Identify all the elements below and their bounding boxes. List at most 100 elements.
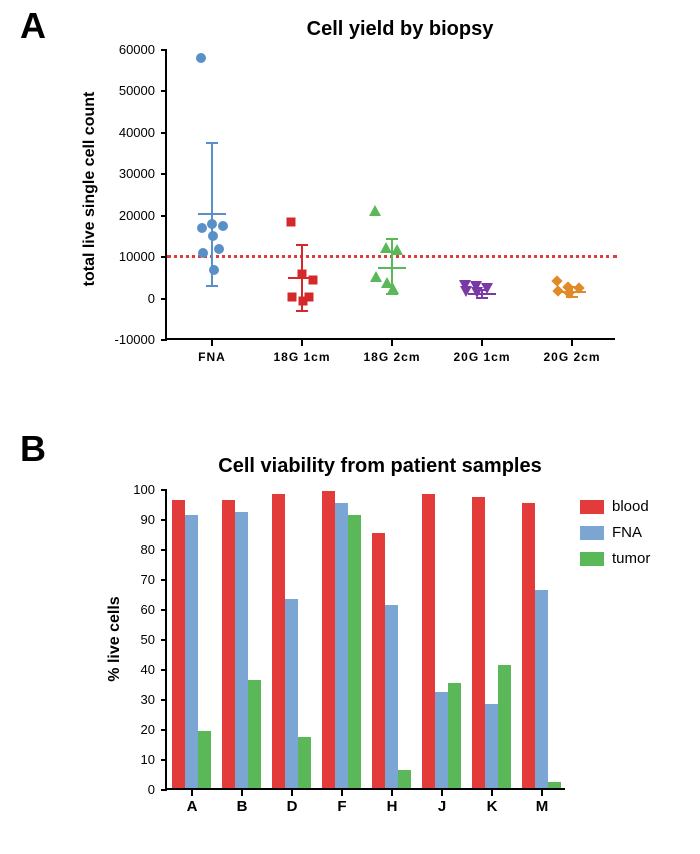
chart-b-bar <box>498 665 511 788</box>
chart-b-ytick-label: 40 <box>115 662 155 677</box>
chart-a-data-point <box>218 221 228 231</box>
chart-b-bar <box>222 500 235 788</box>
chart-b-ytick-label: 100 <box>115 482 155 497</box>
chart-a-xtick-label: 20G 2cm <box>532 350 612 364</box>
chart-a-ytick <box>161 298 167 300</box>
chart-b-xtick-label: F <box>327 798 357 815</box>
chart-b-bar <box>235 512 248 788</box>
legend-label: blood <box>612 498 649 515</box>
chart-b-ytick <box>161 759 167 761</box>
chart-a-xtick <box>571 340 573 346</box>
chart-a-mean-line <box>378 267 406 269</box>
chart-b-xtick <box>391 790 393 796</box>
chart-a-xtick-label: 18G 2cm <box>352 350 432 364</box>
chart-a-mean-line <box>198 213 226 215</box>
chart-a-xtick-label: 20G 1cm <box>442 350 522 364</box>
chart-b-bar <box>248 680 261 788</box>
chart-a-errorbar-cap <box>386 238 398 240</box>
chart-a-title: Cell yield by biopsy <box>250 18 550 41</box>
chart-a-data-point <box>208 231 218 241</box>
chart-a-data-point <box>198 248 208 258</box>
legend-swatch <box>580 526 604 540</box>
chart-b-bar <box>322 491 335 788</box>
chart-a-data-point <box>579 288 587 296</box>
chart-a-data-point <box>305 292 314 301</box>
chart-b-ytick-label: 10 <box>115 752 155 767</box>
chart-a-ytick <box>161 215 167 217</box>
chart-a-ytick <box>161 173 167 175</box>
chart-b-bar <box>422 494 435 788</box>
chart-b-xtick <box>441 790 443 796</box>
chart-a-data-point <box>207 219 217 229</box>
chart-a-ytick-label: 60000 <box>95 42 155 57</box>
chart-b-ytick-label: 30 <box>115 692 155 707</box>
chart-a-ytick-label: 0 <box>95 291 155 306</box>
chart-b-ytick <box>161 789 167 791</box>
chart-b-ytick-label: 90 <box>115 512 155 527</box>
chart-a-xtick-label: 18G 1cm <box>262 350 342 364</box>
chart-b-xtick-label: B <box>227 798 257 815</box>
chart-b-bar <box>372 533 385 788</box>
chart-a-xtick <box>391 340 393 346</box>
chart-b-bar <box>385 605 398 788</box>
chart-b-bar <box>272 494 285 788</box>
chart-b-xtick-label: H <box>377 798 407 815</box>
chart-b-bar <box>298 737 311 788</box>
chart-b-bar <box>485 704 498 788</box>
chart-b-ytick <box>161 489 167 491</box>
chart-b-bar <box>535 590 548 788</box>
chart-b-bar <box>472 497 485 788</box>
chart-a-ytick <box>161 90 167 92</box>
chart-b-xtick <box>491 790 493 796</box>
legend-swatch <box>580 500 604 514</box>
chart-a-ytick-label: 50000 <box>95 83 155 98</box>
chart-b-bar <box>335 503 348 788</box>
chart-b-xtick-label: A <box>177 798 207 815</box>
chart-a-ytick <box>161 132 167 134</box>
chart-b-title: Cell viability from patient samples <box>180 455 580 478</box>
chart-b-bar <box>435 692 448 788</box>
chart-b-xtick <box>541 790 543 796</box>
chart-b-ytick <box>161 549 167 551</box>
chart-b-bar <box>398 770 411 788</box>
chart-b-xtick-label: K <box>477 798 507 815</box>
chart-a-errorbar-cap <box>206 142 218 144</box>
chart-a-errorbar-cap <box>206 285 218 287</box>
chart-b-bar <box>172 500 185 788</box>
chart-a-data-point <box>477 292 489 303</box>
chart-a-data-point <box>397 250 409 261</box>
chart-a-xtick-label: FNA <box>172 350 252 364</box>
chart-b-ytick-label: 70 <box>115 572 155 587</box>
chart-a-ytick <box>161 339 167 341</box>
chart-b-xtick-label: J <box>427 798 457 815</box>
chart-b-ytick <box>161 609 167 611</box>
chart-b-ytick-label: 60 <box>115 602 155 617</box>
chart-a-data-point <box>209 265 219 275</box>
chart-a-xtick <box>481 340 483 346</box>
chart-a-ytick-label: 40000 <box>95 125 155 140</box>
chart-a-errorbar-cap <box>296 310 308 312</box>
chart-b-ytick-label: 0 <box>115 782 155 797</box>
chart-b-ytick <box>161 519 167 521</box>
chart-a-data-point <box>287 217 296 226</box>
chart-b-bar <box>548 782 561 788</box>
chart-a-ytick-label: -10000 <box>95 332 155 347</box>
chart-a-plot-area: -100000100002000030000400005000060000FNA… <box>165 50 615 340</box>
chart-b-xtick <box>241 790 243 796</box>
chart-a-data-point <box>298 269 307 278</box>
chart-a-data-point <box>375 210 387 221</box>
chart-b-ytick-label: 50 <box>115 632 155 647</box>
chart-b-ytick <box>161 579 167 581</box>
chart-b-ytick-label: 80 <box>115 542 155 557</box>
chart-b-bar <box>185 515 198 788</box>
chart-b-xtick <box>291 790 293 796</box>
chart-a-ytick-label: 20000 <box>95 208 155 223</box>
chart-a-data-point <box>196 53 206 63</box>
legend-swatch <box>580 552 604 566</box>
chart-b-bar <box>285 599 298 788</box>
chart-b-xtick-label: D <box>277 798 307 815</box>
chart-b-bar <box>448 683 461 788</box>
chart-a-data-point <box>288 292 297 301</box>
chart-b-xtick <box>191 790 193 796</box>
chart-b-bar <box>348 515 361 788</box>
